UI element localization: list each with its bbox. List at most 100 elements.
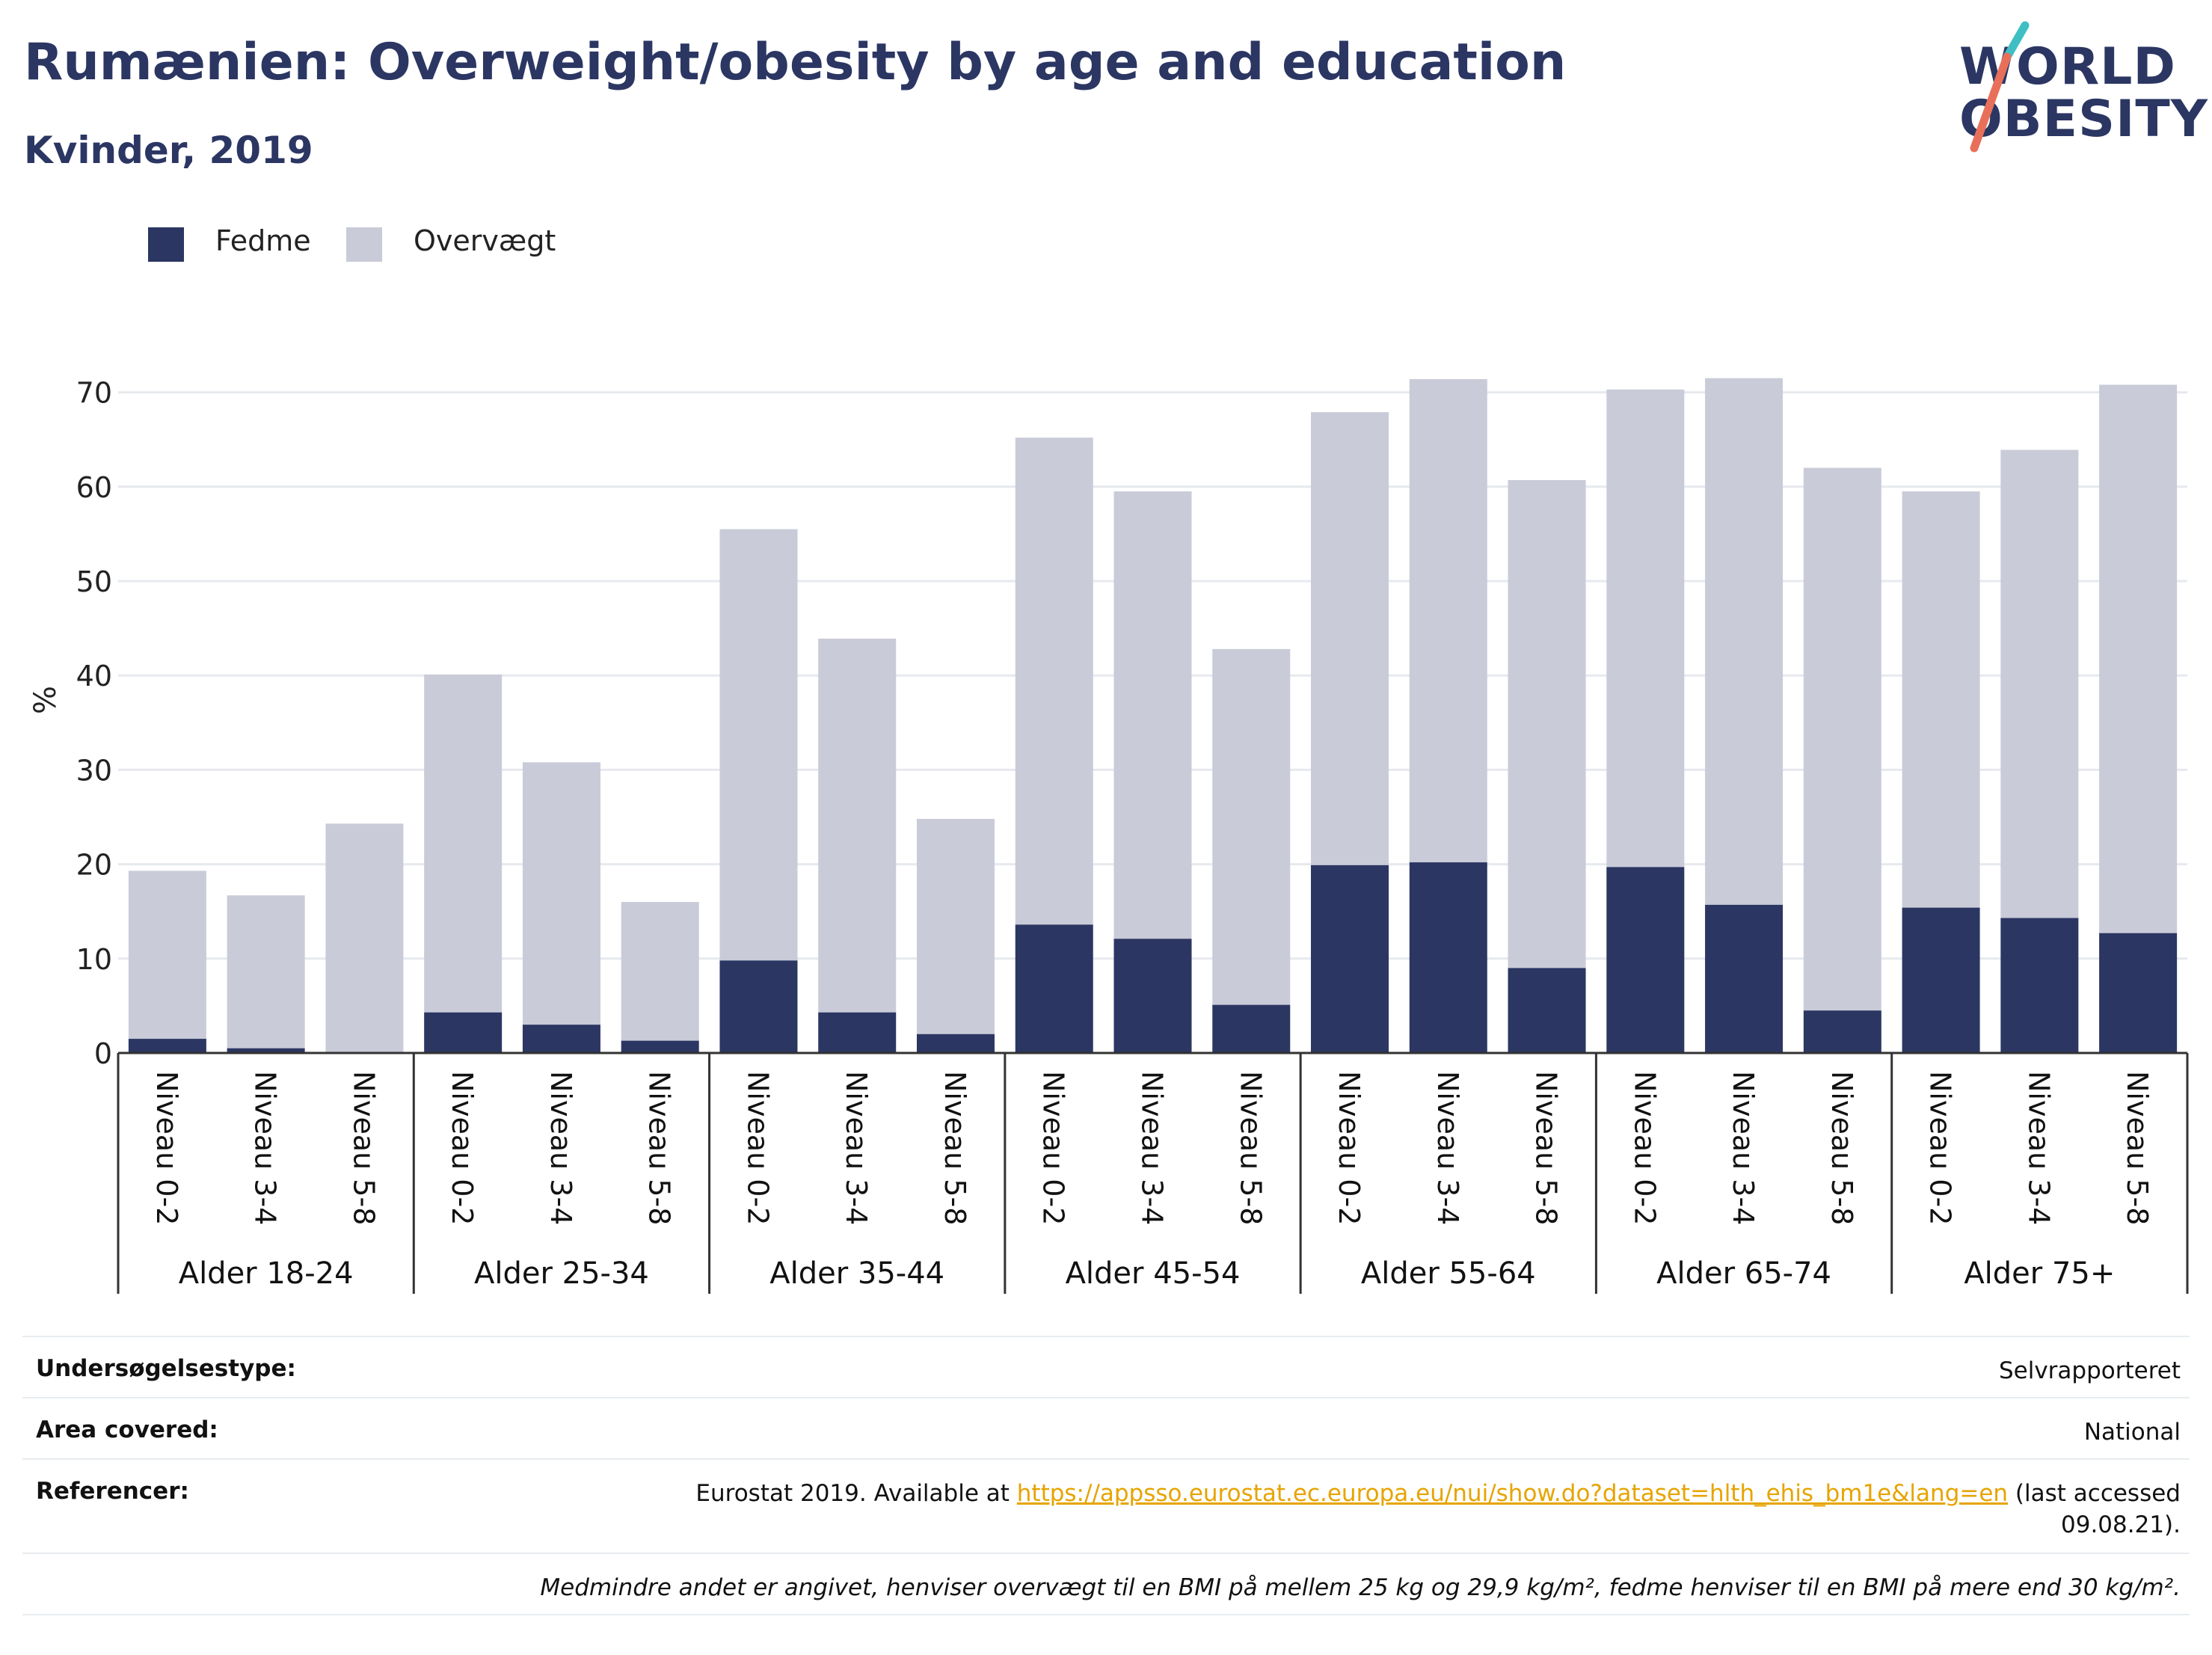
area-covered-value: National (2083, 1419, 2181, 1446)
x-subcategory-label: Niveau 5-8 (1530, 1071, 1563, 1225)
reference-link[interactable]: https://appsso.eurostat.ec.europa.eu/nui… (1016, 1480, 2009, 1507)
bar-overvaegt (1113, 491, 1192, 939)
x-subcategory-label: Niveau 0-2 (1924, 1071, 1957, 1225)
legend-label-fedme: Fedme (215, 224, 311, 257)
y-tick-label: 30 (76, 754, 112, 787)
bar-overvaegt (227, 895, 305, 1048)
reference-access-date: 09.08.21). (2061, 1511, 2181, 1538)
bar-overvaegt (1508, 479, 1586, 968)
references-label: Referencer: (36, 1478, 189, 1505)
bar-overvaegt (128, 871, 206, 1040)
x-subcategory-label: Niveau 3-4 (544, 1071, 577, 1225)
survey-type-label: Undersøgelsestype: (36, 1355, 296, 1382)
x-group-label: Alder 35-44 (769, 1256, 944, 1291)
x-subcategory-label: Niveau 3-4 (1136, 1071, 1169, 1225)
bar-fedme (621, 1040, 699, 1053)
page-title: Rumænien: Overweight/obesity by age and … (24, 33, 1567, 92)
bar-overvaegt (1212, 648, 1291, 1005)
references-value: Eurostat 2019. Available at https://apps… (695, 1478, 2181, 1541)
footer-row-survey-type: Undersøgelsestype: Selvrapporteret (22, 1336, 2190, 1397)
bar-fedme (1902, 907, 1980, 1053)
bar-fedme (227, 1048, 305, 1053)
y-tick-label: 70 (76, 377, 112, 410)
x-group-label: Alder 65-74 (1656, 1256, 1831, 1291)
bar-fedme (424, 1012, 503, 1053)
x-group-label: Alder 45-54 (1066, 1256, 1241, 1291)
bar-fedme (719, 960, 798, 1053)
x-subcategory-label: Niveau 3-4 (249, 1071, 282, 1225)
bar-fedme (1311, 865, 1389, 1053)
x-subcategory-label: Niveau 0-2 (1333, 1071, 1365, 1225)
x-subcategory-label: Niveau 0-2 (1037, 1071, 1070, 1225)
area-covered-label: Area covered: (36, 1416, 218, 1443)
bar-overvaegt (1311, 412, 1389, 865)
bar-overvaegt (818, 638, 897, 1013)
footer-row-note: Medmindre andet er angivet, henviser ove… (22, 1553, 2190, 1615)
reference-access-note: (last accessed (2008, 1480, 2181, 1507)
y-tick-label: 10 (76, 943, 112, 976)
bar-overvaegt (719, 529, 798, 961)
x-subcategory-label: Niveau 3-4 (840, 1071, 873, 1225)
bars (128, 378, 2178, 1053)
reference-text: Eurostat 2019. Available at (695, 1480, 1017, 1507)
legend-swatch-overvaegt (346, 227, 382, 262)
bar-overvaegt (325, 823, 404, 1053)
bar-fedme (128, 1039, 206, 1053)
footer-row-area: Area covered: National (22, 1397, 2190, 1458)
y-tick-label: 60 (76, 471, 112, 504)
bar-overvaegt (1902, 491, 1980, 908)
x-subcategory-label: Niveau 0-2 (741, 1071, 774, 1225)
x-subcategory-label: Niveau 3-4 (2022, 1071, 2055, 1225)
bar-fedme (2000, 918, 2079, 1053)
chart-area: 0 10 20 30 40 50 60 70% Niveau 0-2 Niveau 3-4 Nive… (28, 377, 2189, 1294)
bar-overvaegt (2000, 449, 2079, 918)
x-group-label: Alder 75+ (1964, 1256, 2115, 1291)
bar-overvaegt (916, 819, 995, 1034)
bar-overvaegt (1015, 437, 1093, 925)
bar-overvaegt (1409, 378, 1487, 863)
bar-fedme (1803, 1010, 1881, 1053)
bar-fedme (1606, 867, 1685, 1053)
bar-fedme (522, 1025, 600, 1053)
axis-labels: 0 10 20 30 40 50 60 70% Niveau 0-2 Niveau 3-4 Nive… (28, 377, 2154, 1291)
x-group-label: Alder 18-24 (179, 1256, 354, 1291)
page-subtitle: Kvinder, 2019 (24, 129, 313, 172)
bar-fedme (1508, 968, 1586, 1053)
bar-fedme (916, 1034, 995, 1053)
y-tick-label: 0 (94, 1037, 112, 1070)
bar-overvaegt (424, 674, 503, 1013)
x-subcategory-label: Niveau 5-8 (1234, 1071, 1267, 1225)
axes (117, 1051, 2189, 1294)
footer-row-references: Referencer: Eurostat 2019. Available at … (22, 1458, 2190, 1553)
x-subcategory-label: Niveau 3-4 (1727, 1071, 1760, 1225)
x-subcategory-label: Niveau 5-8 (347, 1071, 380, 1225)
bar-overvaegt (621, 902, 699, 1041)
bar-fedme (1212, 1004, 1291, 1053)
bmi-definition-note: Medmindre andet er angivet, henviser ove… (540, 1574, 2181, 1601)
legend-label-overvaegt: Overvægt (414, 224, 556, 257)
x-group-label: Alder 55-64 (1361, 1256, 1536, 1291)
logo-slash-icon (1970, 21, 2030, 153)
world-obesity-logo: WORLD OBESITY (1944, 21, 2208, 163)
x-subcategory-label: Niveau 0-2 (1628, 1071, 1661, 1225)
x-subcategory-label: Niveau 0-2 (446, 1071, 479, 1225)
bar-overvaegt (1705, 378, 1784, 905)
bar-overvaegt (2099, 384, 2178, 933)
bar-fedme (818, 1012, 897, 1053)
y-tick-label: 20 (76, 849, 112, 882)
x-group-label: Alder 25-34 (474, 1256, 649, 1291)
y-axis-label: % (28, 686, 63, 714)
logo-word-2: OBESITY (1959, 90, 2208, 149)
bar-overvaegt (1606, 389, 1685, 868)
y-tick-label: 40 (76, 660, 112, 693)
bar-fedme (2099, 933, 2178, 1053)
x-subcategory-label: Niveau 5-8 (643, 1071, 676, 1225)
y-tick-label: 50 (76, 565, 112, 598)
x-subcategory-label: Niveau 5-8 (1825, 1071, 1858, 1225)
x-subcategory-label: Niveau 5-8 (2121, 1071, 2154, 1225)
survey-type-value: Selvrapporteret (1998, 1357, 2181, 1384)
legend-swatch-fedme (148, 227, 184, 262)
x-subcategory-label: Niveau 0-2 (150, 1071, 183, 1225)
bar-overvaegt (522, 762, 600, 1025)
x-subcategory-label: Niveau 5-8 (938, 1071, 971, 1225)
